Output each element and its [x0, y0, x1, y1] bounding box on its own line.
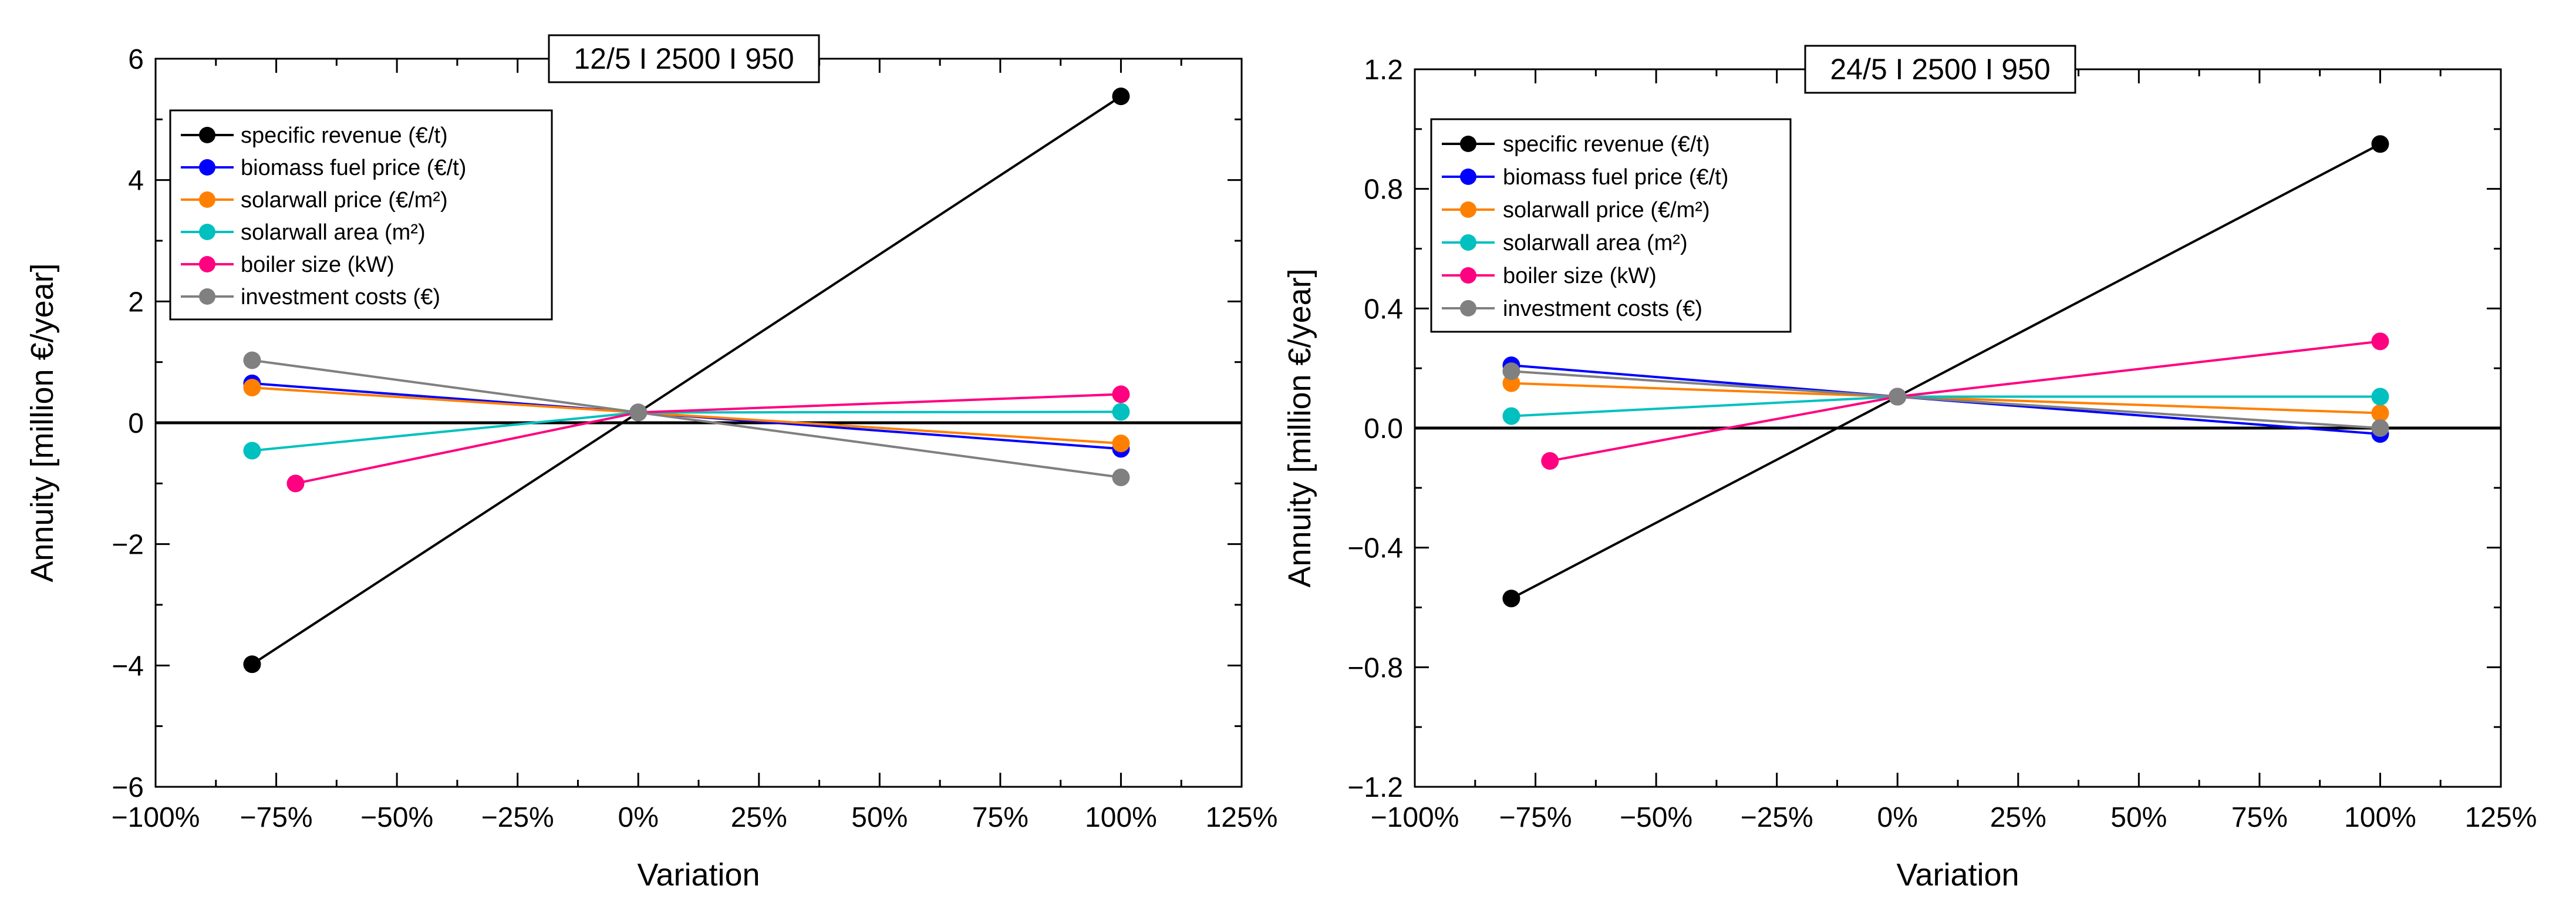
- legend-marker: [199, 288, 215, 305]
- legend-label: specific revenue (€/t): [241, 123, 448, 148]
- data-point: [1889, 388, 1907, 406]
- x-tick-label: −25%: [481, 802, 554, 833]
- data-point: [286, 474, 305, 493]
- x-tick-label: −100%: [112, 802, 200, 833]
- y-tick-label: −4: [112, 651, 144, 682]
- y-tick-label: −0.8: [1347, 652, 1403, 683]
- data-point: [1541, 452, 1559, 470]
- legend-label: solarwall area (m²): [1503, 231, 1688, 255]
- y-tick-label: 2: [128, 287, 144, 318]
- data-point: [629, 403, 648, 422]
- data-point: [2371, 419, 2389, 437]
- x-tick-label: −100%: [1371, 802, 1459, 833]
- y-tick-label: −0.4: [1347, 533, 1403, 564]
- legend-marker: [199, 224, 215, 240]
- legend-label: boiler size (kW): [241, 252, 395, 277]
- y-tick-label: −1.2: [1347, 772, 1403, 803]
- data-point: [1112, 403, 1130, 421]
- data-point: [2371, 135, 2389, 153]
- legend-marker: [199, 191, 215, 208]
- legend-marker: [199, 127, 215, 143]
- legend-box: [169, 109, 553, 321]
- legend-marker: [1460, 201, 1476, 218]
- y-tick-label: 0.8: [1364, 174, 1403, 206]
- legend-label: solarwall area (m²): [241, 220, 426, 245]
- data-point: [243, 351, 261, 369]
- x-tick-label: −50%: [1620, 802, 1692, 833]
- chart-panel-left: −100% −75% −50% −25% 0% 25% 50% 75% 100% 125% −6 −4…: [25, 34, 1278, 893]
- legend-label: solarwall price (€/m²): [241, 188, 448, 213]
- legend-marker: [1460, 267, 1476, 284]
- x-tick-label: 50%: [851, 802, 908, 833]
- legend-marker: [1460, 169, 1476, 185]
- x-tick-label: 0%: [1877, 802, 1918, 833]
- y-axis-title: Annuity [million €/year]: [1282, 268, 1317, 587]
- legend-label: biomass fuel price (€/t): [1503, 165, 1728, 190]
- x-tick-label: −50%: [360, 802, 433, 833]
- legend-label: investment costs (€): [241, 285, 440, 309]
- chart-panel-right: −100% −75% −50% −25% 0% 25% 50% 75% 100% 125% −1.2…: [1282, 45, 2537, 893]
- y-tick-label: 0: [128, 408, 144, 439]
- data-point: [243, 379, 261, 397]
- legend-label: solarwall price (€/m²): [1503, 198, 1710, 223]
- legend-label: investment costs (€): [1503, 297, 1702, 321]
- y-axis-title: Annuity [million €/year]: [25, 263, 60, 582]
- data-point: [1112, 469, 1130, 486]
- x-tick-label: 75%: [2231, 802, 2288, 833]
- chart-title-box: [1804, 45, 2076, 94]
- legend-label: specific revenue (€/t): [1503, 132, 1710, 157]
- legend-label: boiler size (kW): [1503, 264, 1657, 288]
- data-point: [1112, 87, 1130, 106]
- chart-title-box: [548, 34, 820, 83]
- x-tick-label: 25%: [731, 802, 787, 833]
- legend-marker: [199, 159, 215, 176]
- series-line-5: [1511, 370, 2381, 429]
- y-tick-label: 1.2: [1364, 55, 1403, 86]
- x-tick-label: 100%: [1085, 802, 1157, 833]
- series-line-2: [252, 386, 1121, 445]
- x-tick-label: 125%: [1206, 802, 1278, 833]
- data-point: [243, 442, 261, 460]
- x-tick-label: 50%: [2110, 802, 2167, 833]
- series-line-5: [252, 359, 1121, 479]
- y-tick-label: 6: [128, 44, 144, 75]
- y-tick-label: −2: [112, 530, 144, 561]
- data-point: [2371, 404, 2389, 422]
- y-tick-label: 0.0: [1364, 413, 1403, 444]
- series-line-3: [252, 410, 1121, 452]
- y-tick-label: 4: [128, 166, 144, 197]
- x-tick-label: 75%: [972, 802, 1029, 833]
- y-tick-label: −6: [112, 772, 144, 803]
- y-tick-label: 0.4: [1364, 294, 1403, 325]
- x-tick-label: 0%: [618, 802, 659, 833]
- data-point: [1112, 385, 1130, 403]
- legend-box: [1430, 118, 1792, 333]
- chart-title: 24/5 I 2500 I 950: [1830, 53, 2050, 86]
- legend-label: biomass fuel price (€/t): [241, 156, 466, 180]
- chart-title: 12/5 I 2500 I 950: [574, 42, 794, 75]
- x-tick-label: 25%: [1990, 802, 2046, 833]
- x-axis-title: Variation: [637, 857, 760, 893]
- data-point: [1502, 590, 1520, 608]
- legend-marker: [199, 256, 215, 272]
- data-point: [1502, 362, 1520, 380]
- x-tick-label: −25%: [1741, 802, 1813, 833]
- x-tick-label: −75%: [240, 802, 313, 833]
- data-point: [1502, 407, 1520, 425]
- x-tick-label: 125%: [2465, 802, 2537, 833]
- data-point: [2371, 388, 2389, 406]
- data-point: [2371, 332, 2389, 351]
- legend-marker: [1460, 234, 1476, 251]
- x-axis-title: Variation: [1896, 857, 2019, 893]
- x-tick-label: −75%: [1499, 802, 1572, 833]
- data-point: [243, 655, 261, 673]
- legend-marker: [1460, 300, 1476, 316]
- data-point: [1112, 435, 1130, 453]
- x-tick-label: 100%: [2344, 802, 2416, 833]
- legend-marker: [1460, 136, 1476, 152]
